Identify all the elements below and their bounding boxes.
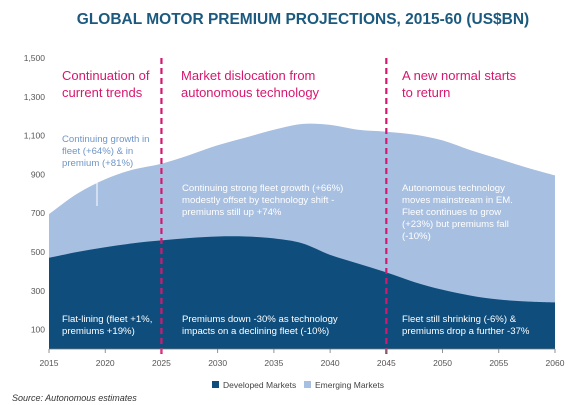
phase-label: A new normal starts to return — [402, 68, 517, 100]
y-tick-label-700: 700 — [31, 208, 45, 218]
developed-markets-area — [49, 236, 555, 349]
developed-annotation: Flat-lining (fleet +1%, premiums +19%) — [62, 314, 152, 337]
x-tick-label-2060: 2060 — [546, 358, 565, 368]
legend: Developed Markets Emerging Markets — [212, 380, 384, 390]
x-tick-label-2050: 2050 — [433, 358, 452, 368]
emerging-annotation: Autonomous technology moves mainstream in… — [402, 183, 513, 242]
y-tick-label-1500: 1,500 — [24, 53, 46, 63]
y-tick-label-300: 300 — [31, 286, 45, 296]
legend-label-emerging: Emerging Markets — [315, 380, 384, 390]
axes: 2015 2020 2025 2030 2035 2040 2045 2050 2055 2060… — [24, 53, 565, 368]
x-tick-label-2055: 2055 — [489, 358, 508, 368]
emerging-annotation: Continuing growth in fleet (+64%) & in pre… — [62, 134, 149, 169]
x-tick-label-2025: 2025 — [152, 358, 171, 368]
phase-label: Continuation of current trends — [62, 68, 150, 100]
x-tick-label-2020: 2020 — [96, 358, 115, 368]
y-tick-label-100: 100 — [31, 325, 45, 335]
x-tick-label-2045: 2045 — [377, 358, 396, 368]
y-tick-label-1300: 1,300 — [24, 92, 46, 102]
legend-swatch-emerging — [304, 381, 311, 388]
legend-swatch-developed — [212, 381, 219, 388]
developed-annotation: Fleet still shrinking (-6%) & premiums dr… — [402, 314, 530, 337]
plot-area — [49, 123, 555, 349]
source-note: Source: Autonomous estimates — [12, 393, 137, 403]
y-tick-label-500: 500 — [31, 247, 45, 257]
x-tick-label-2035: 2035 — [264, 358, 283, 368]
y-tick-label-1100: 1,100 — [24, 131, 46, 141]
chart-title: GLOBAL MOTOR PREMIUM PROJECTIONS, 2015-6… — [77, 11, 529, 28]
annotations: Continuation of current trends Market disl… — [62, 68, 530, 337]
legend-label-developed: Developed Markets — [223, 380, 296, 390]
y-tick-label-900: 900 — [31, 169, 45, 179]
emerging-annotation: Continuing strong fleet growth (+66%) mod… — [182, 183, 343, 218]
x-tick-label-2040: 2040 — [321, 358, 340, 368]
x-tick-label-2015: 2015 — [40, 358, 59, 368]
developed-annotation: Premiums down -30% as technology impacts … — [182, 314, 338, 337]
x-tick-label-2030: 2030 — [208, 358, 227, 368]
phase-label: Market dislocation from autonomous techno… — [181, 68, 320, 100]
